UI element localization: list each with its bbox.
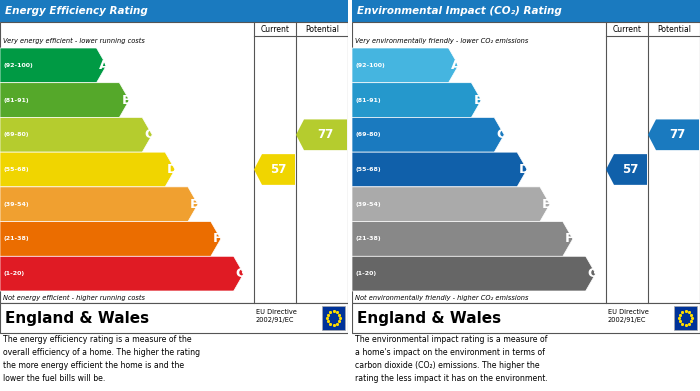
Polygon shape [648, 119, 699, 150]
Bar [0, 0, 348, 22]
Polygon shape [296, 119, 347, 150]
Bar [0, 22, 348, 303]
Text: Environmental Impact (CO₂) Rating: Environmental Impact (CO₂) Rating [357, 6, 561, 16]
Text: E: E [542, 198, 551, 211]
Text: 77: 77 [317, 128, 334, 141]
Text: E: E [190, 198, 199, 211]
Polygon shape [606, 154, 647, 185]
Text: (92-100): (92-100) [355, 63, 385, 68]
Text: The energy efficiency rating is a measure of the
overall efficiency of a home. T: The energy efficiency rating is a measur… [3, 335, 200, 382]
Bar [0, 303, 348, 333]
Text: B: B [473, 93, 484, 107]
Text: Not energy efficient - higher running costs: Not energy efficient - higher running co… [3, 295, 145, 301]
Text: D: D [167, 163, 178, 176]
Text: 77: 77 [669, 128, 685, 141]
Text: Potential: Potential [305, 25, 339, 34]
Text: EU Directive
2002/91/EC: EU Directive 2002/91/EC [608, 309, 649, 323]
Polygon shape [352, 48, 459, 83]
Polygon shape [0, 152, 175, 187]
Polygon shape [0, 83, 130, 117]
Text: (55-68): (55-68) [3, 167, 29, 172]
Text: Energy Efficiency Rating: Energy Efficiency Rating [5, 6, 148, 16]
Text: (92-100): (92-100) [3, 63, 33, 68]
Text: England & Wales: England & Wales [5, 310, 149, 325]
Text: The environmental impact rating is a measure of
a home's impact on the environme: The environmental impact rating is a mea… [355, 335, 548, 382]
Text: F: F [565, 232, 574, 246]
Polygon shape [0, 187, 198, 222]
Bar [352, 303, 700, 333]
Polygon shape [352, 256, 596, 291]
Text: EU Directive
2002/91/EC: EU Directive 2002/91/EC [256, 309, 297, 323]
Text: B: B [121, 93, 132, 107]
Text: D: D [519, 163, 530, 176]
Text: G: G [588, 267, 598, 280]
Polygon shape [254, 154, 295, 185]
Text: Potential: Potential [657, 25, 691, 34]
Bar [674, 306, 697, 330]
Text: (1-20): (1-20) [355, 271, 376, 276]
Text: A: A [451, 59, 461, 72]
Text: Very energy efficient - lower running costs: Very energy efficient - lower running co… [3, 38, 145, 44]
Text: Very environmentally friendly - lower CO₂ emissions: Very environmentally friendly - lower CO… [355, 38, 528, 44]
Text: Not environmentally friendly - higher CO₂ emissions: Not environmentally friendly - higher CO… [355, 295, 528, 301]
Text: 57: 57 [622, 163, 638, 176]
Text: 57: 57 [270, 163, 287, 176]
Text: (21-38): (21-38) [3, 237, 29, 241]
Polygon shape [352, 83, 482, 117]
Text: C: C [496, 128, 506, 141]
Text: A: A [99, 59, 108, 72]
Polygon shape [0, 117, 152, 152]
Text: England & Wales: England & Wales [357, 310, 501, 325]
Text: (21-38): (21-38) [355, 237, 381, 241]
Polygon shape [352, 117, 504, 152]
Text: (39-54): (39-54) [3, 202, 29, 207]
Bar [322, 306, 345, 330]
Text: Current: Current [612, 25, 641, 34]
Text: (69-80): (69-80) [3, 132, 29, 137]
Polygon shape [352, 187, 550, 222]
Polygon shape [352, 222, 573, 256]
Text: (1-20): (1-20) [3, 271, 24, 276]
Text: G: G [236, 267, 246, 280]
Text: C: C [144, 128, 154, 141]
Polygon shape [352, 152, 527, 187]
Polygon shape [0, 222, 220, 256]
Bar [352, 0, 700, 22]
Text: (69-80): (69-80) [355, 132, 381, 137]
Polygon shape [0, 256, 244, 291]
Text: (39-54): (39-54) [355, 202, 381, 207]
Text: (55-68): (55-68) [355, 167, 381, 172]
Text: (81-91): (81-91) [355, 98, 381, 102]
Text: F: F [213, 232, 222, 246]
Text: Current: Current [260, 25, 290, 34]
Bar [352, 22, 700, 303]
Polygon shape [0, 48, 106, 83]
Text: (81-91): (81-91) [3, 98, 29, 102]
